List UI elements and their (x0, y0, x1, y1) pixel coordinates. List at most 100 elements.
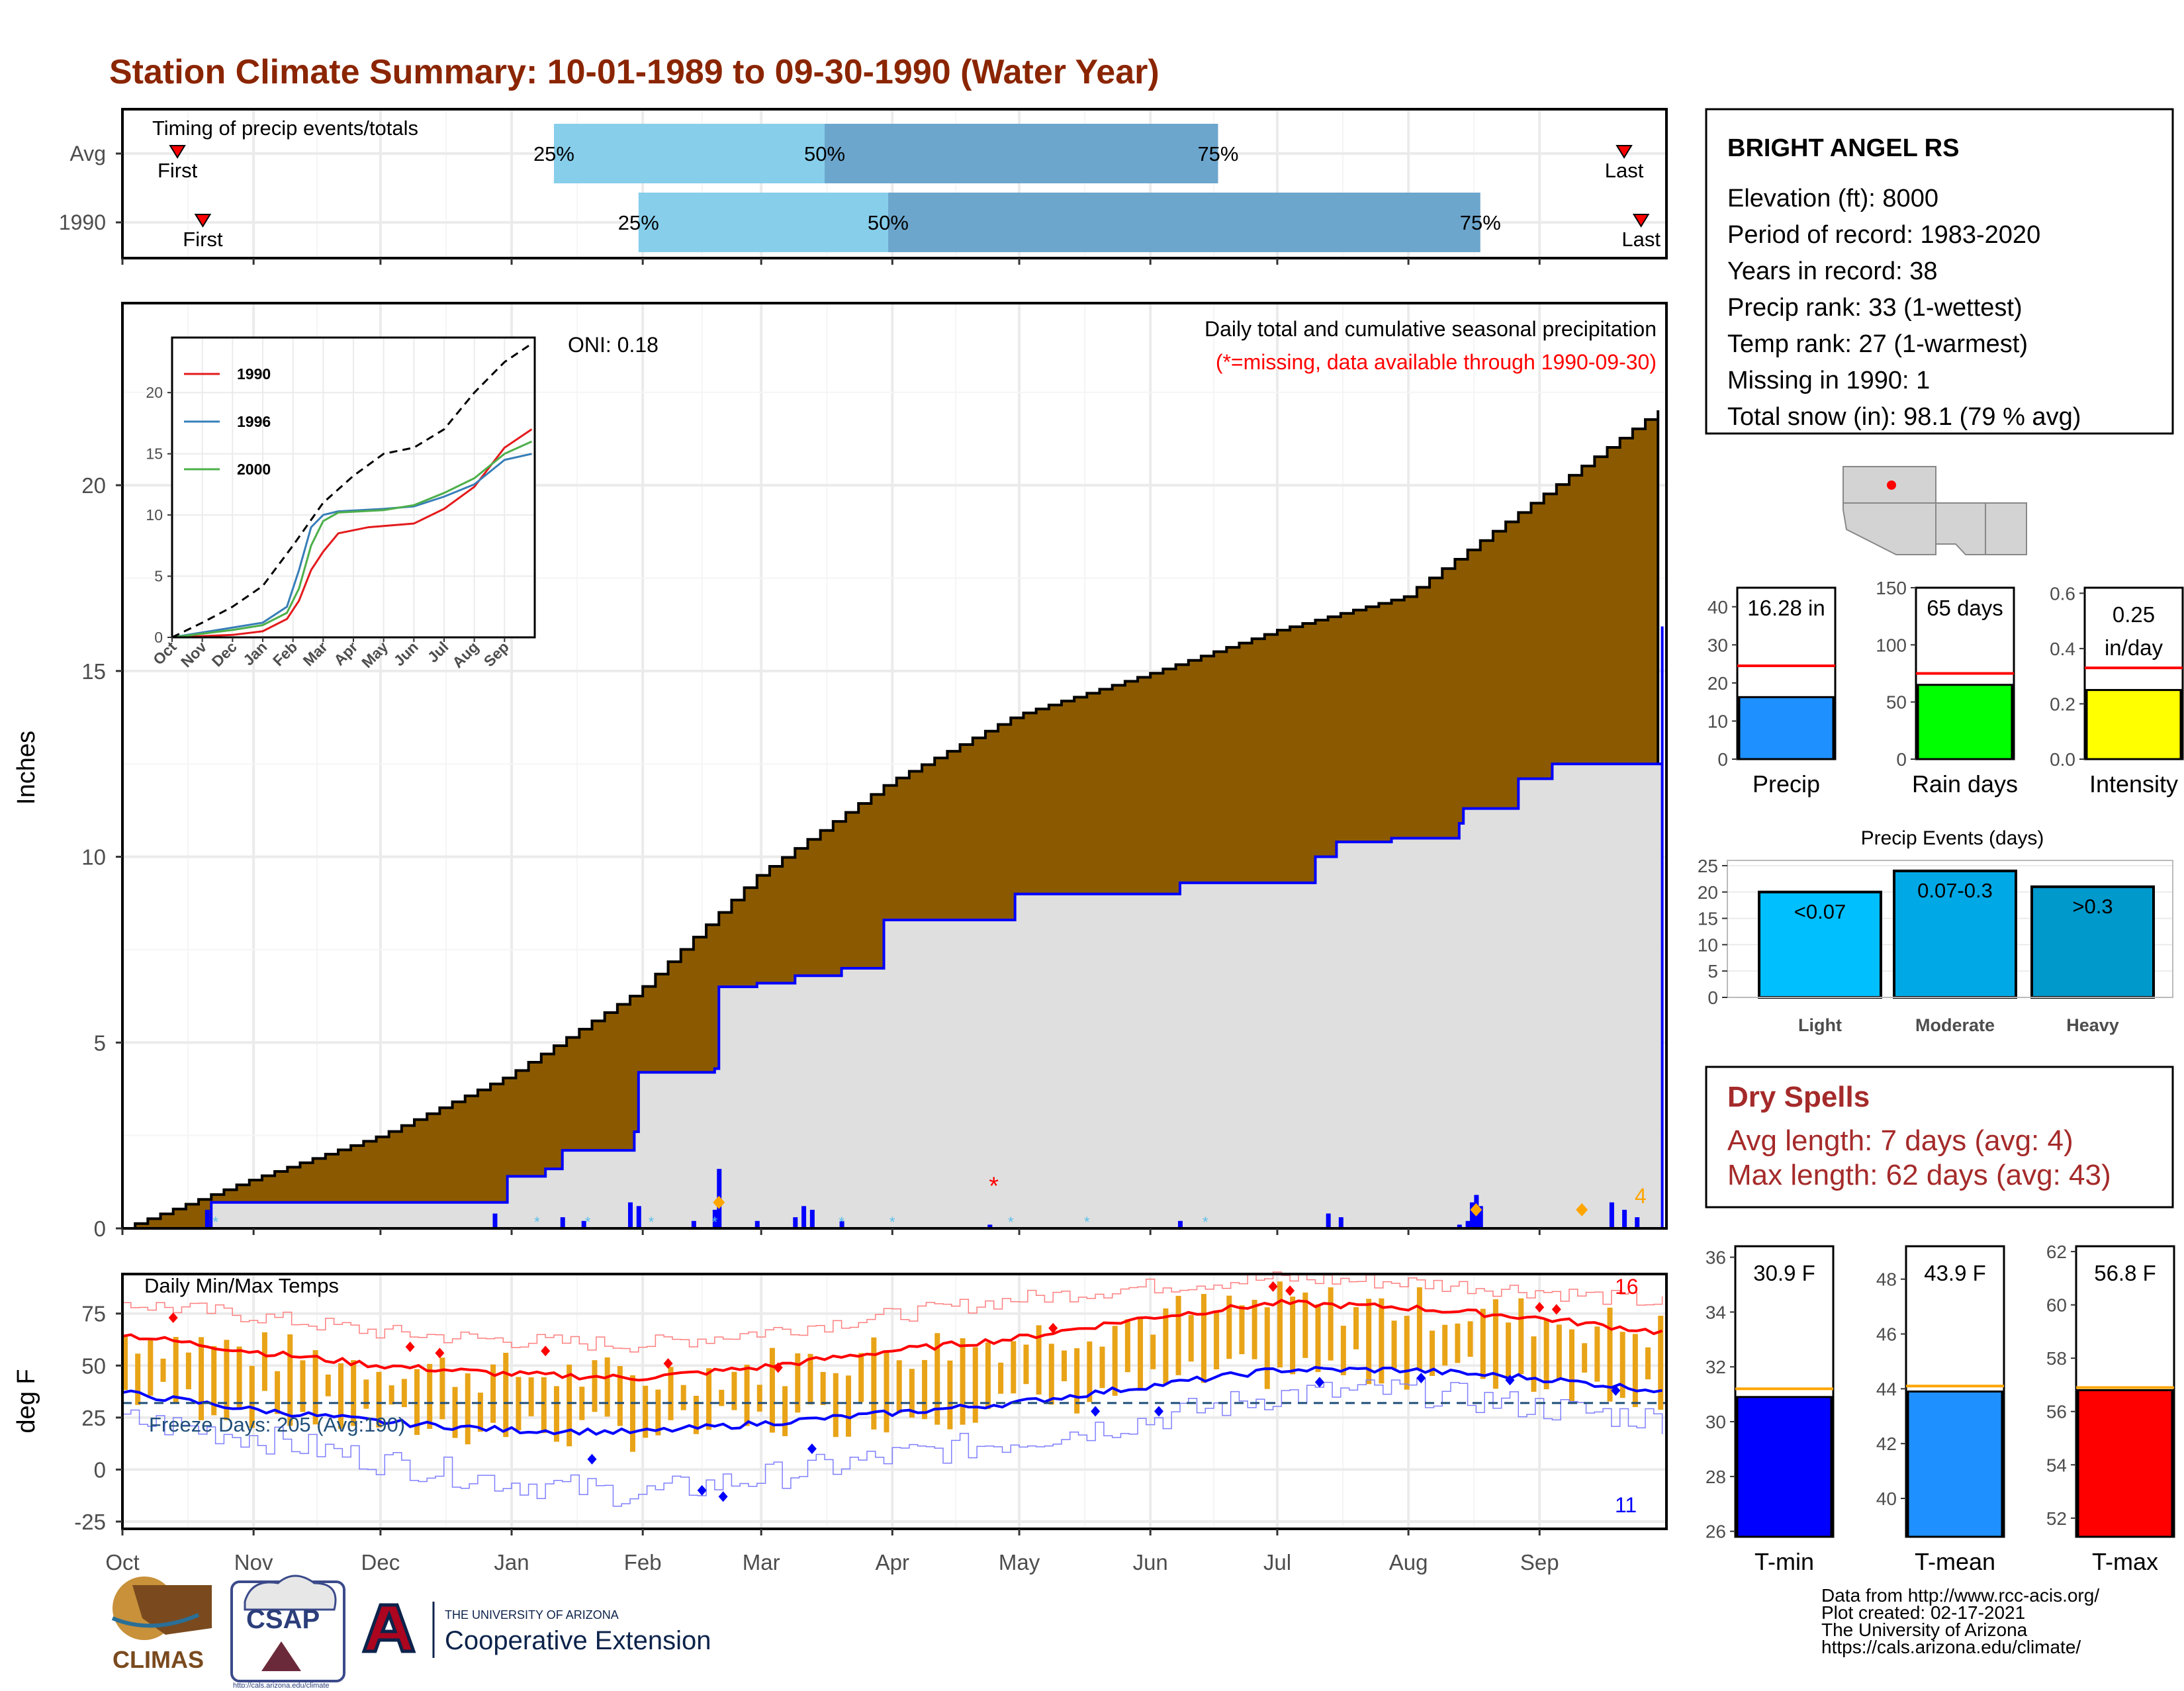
station-info-box: BRIGHT ANGEL RS Elevation (ft): 8000 Peri… (1705, 108, 2174, 435)
daily-precip-bar (581, 1220, 586, 1228)
timing-label-75: 75% (1460, 211, 1501, 234)
daily-temp-range-bar (1150, 1334, 1156, 1369)
daily-temp-range-bar (199, 1337, 205, 1420)
events-range-label: <0.07 (1794, 900, 1846, 923)
timing-x-ticks (116, 152, 1541, 265)
timing-label-25: 25% (618, 211, 659, 234)
daily-temp-range-bar (528, 1377, 534, 1416)
y-tick-label: 50 (81, 1353, 106, 1378)
temp-summary-y-tick-label: 34 (1706, 1302, 1726, 1322)
daily-precip-bar (1478, 1206, 1483, 1228)
inset-series-line-1996 (171, 453, 532, 639)
record-low-marker (697, 1485, 707, 1496)
temp-lines (122, 1271, 1666, 1507)
precip-y-ticks: 0 5 10 15 20 (81, 473, 122, 1241)
daily-temp-range-bar (1430, 1330, 1435, 1376)
record-low-marker (1154, 1406, 1163, 1417)
timing-bar-q50-q75 (887, 193, 1480, 252)
temp-summary-y-tick-label: 26 (1706, 1522, 1726, 1542)
daily-temp-range-bar (363, 1379, 369, 1409)
station-location-dot (1887, 480, 1896, 490)
daily-precip-bar (636, 1206, 641, 1228)
temp-summary-y-tick-label: 32 (1706, 1357, 1726, 1377)
daily-temp-range-bar (1315, 1304, 1321, 1373)
trace-precip-marker: * (649, 1214, 655, 1230)
events-title: Precip Events (days) (1861, 827, 2044, 849)
timing-frame (121, 108, 1668, 259)
events-range-label: >0.3 (2072, 895, 2113, 918)
record-low-marker (807, 1443, 817, 1454)
daily-temp-range-bar (1416, 1287, 1422, 1370)
csap-logo: CSAP http://cals.arizona.edu/climate (230, 1575, 345, 1690)
daily-temp-range-bar (972, 1347, 978, 1423)
daily-temp-range-bar (1099, 1346, 1105, 1389)
last-event-label: Last (1605, 159, 1644, 182)
footer-line-4: https://cals.arizona.edu/climate/ (1821, 1637, 2081, 1657)
precip-ylabel: Inches (13, 731, 40, 805)
temp-summary-y-tick-label: 54 (2046, 1455, 2067, 1475)
events-y-tick-label: 20 (1698, 882, 1718, 903)
events-category-label: Moderate (1915, 1015, 1995, 1035)
station-name: BRIGHT ANGEL RS (1727, 134, 1959, 162)
daily-temp-range-bar (884, 1351, 889, 1433)
last-event-marker (1632, 214, 1650, 228)
x-tick-label-oct: Oct (105, 1550, 139, 1575)
daily-temp-range-bar (731, 1371, 737, 1410)
inset-legend-label: 2000 (237, 461, 271, 478)
daily-temp-range-bar (249, 1365, 255, 1428)
daily-precip-bar (793, 1217, 798, 1228)
station-detail-line: Total snow (in): 98.1 (79 % avg) (1727, 403, 2081, 431)
daily-temp-range-bar (858, 1353, 864, 1402)
snow-event-marker (713, 1195, 725, 1209)
daily-temp-range-bar (680, 1385, 686, 1410)
summary-y-tick-label: 0.6 (2050, 583, 2075, 604)
trace-precip-marker: * (839, 1214, 844, 1230)
daily-precip-bar (1622, 1209, 1627, 1228)
daily-temp-range-bar (604, 1357, 610, 1417)
dry-spells-frame (1705, 1066, 2174, 1209)
summary-bar-charts: 0 10 20 30 40 16.28 in Precip 0 50 100 150 65 days R… (1707, 578, 2184, 798)
x-tick-label-mar: Mar (743, 1550, 780, 1575)
summary-category-label: Rain days (1912, 770, 2018, 798)
daily-temp-range-bar (490, 1364, 496, 1423)
daily-temp-range-bar (1087, 1341, 1093, 1402)
record-high-marker (1535, 1302, 1545, 1313)
record-high-marker (773, 1362, 783, 1373)
first-event-marker (169, 145, 186, 159)
daily-precip-bar (1177, 1220, 1183, 1228)
record-high-marker (1551, 1304, 1561, 1315)
daily-temp-range-bar (1506, 1322, 1512, 1380)
daily-temp-range-bar (960, 1338, 966, 1425)
summary-value-label: 65 days (1927, 596, 2003, 620)
summary-y-tick-label: 10 (1707, 711, 1728, 731)
daily-temp-range-bar (325, 1374, 331, 1396)
temp-summary-y-tick-label: 40 (1876, 1488, 1897, 1509)
daily-precip-bar (809, 1209, 815, 1228)
daily-temp-range-bar (1201, 1294, 1206, 1383)
daily-temp-range-bar (1290, 1297, 1296, 1375)
ua-cooperative-extension-logo: THE UNIVERSITY OF ARIZONA Cooperative Ex… (361, 1602, 711, 1658)
dry-spells-max-length: Max length: 62 days (avg: 43) (1727, 1159, 2111, 1191)
temp-hot-count: 16 (1615, 1275, 1639, 1299)
timing-row-1990-label: 1990 (59, 210, 106, 234)
daily-temp-range-bar (1264, 1307, 1270, 1389)
daily-temp-range-bar (1138, 1318, 1144, 1391)
temp-summary-y-tick-label: 42 (1876, 1434, 1897, 1454)
daily-temp-range-bar (795, 1353, 801, 1413)
record-high-marker (1285, 1285, 1295, 1297)
summary-y-tick-label: 150 (1876, 578, 1907, 598)
climas-logo: CLIMAS (111, 1577, 212, 1673)
daily-temp-range-bar (1582, 1343, 1588, 1373)
ua-logo-big-text: Cooperative Extension (445, 1626, 711, 1655)
summary-y-tick-label: 0.2 (2050, 694, 2075, 714)
daily-temp-range-bar (503, 1352, 509, 1438)
daily-temp-range-bar (579, 1387, 585, 1420)
daily-temp-range-bar (719, 1389, 725, 1406)
record-low-marker (1314, 1377, 1324, 1388)
daily-precip-bar (1469, 1202, 1475, 1228)
temp-summary-y-tick-label: 36 (1706, 1248, 1726, 1268)
daily-temp-range-bars (122, 1281, 1664, 1452)
events-y-tick-label: 10 (1698, 935, 1718, 955)
daily-temp-range-bar (592, 1360, 598, 1412)
daily-temp-range-bar (401, 1379, 407, 1408)
